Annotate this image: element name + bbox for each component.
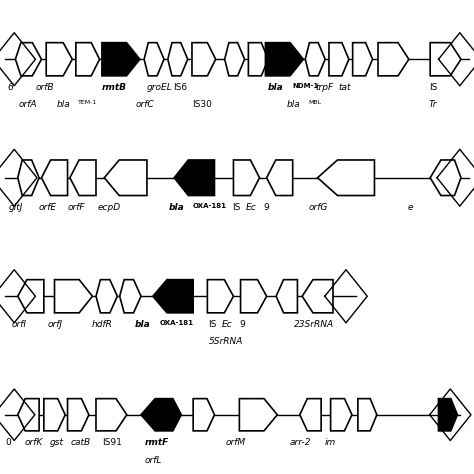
- Polygon shape: [55, 280, 92, 313]
- Text: bla: bla: [268, 83, 283, 92]
- Polygon shape: [241, 280, 266, 313]
- Text: MBL: MBL: [308, 100, 321, 106]
- Polygon shape: [378, 43, 409, 76]
- Polygon shape: [265, 43, 303, 76]
- Text: gst: gst: [50, 438, 64, 447]
- Text: 0: 0: [6, 438, 11, 447]
- Text: groEL: groEL: [147, 83, 173, 92]
- Polygon shape: [104, 160, 147, 195]
- Text: IS: IS: [429, 83, 438, 92]
- Text: im: im: [325, 438, 336, 447]
- Text: orfG: orfG: [308, 203, 328, 211]
- Text: bla: bla: [135, 320, 151, 329]
- Polygon shape: [233, 160, 259, 195]
- Text: IS91: IS91: [102, 438, 122, 447]
- Text: TEM-1: TEM-1: [78, 100, 98, 106]
- Polygon shape: [266, 160, 292, 195]
- Polygon shape: [141, 399, 181, 431]
- Text: 23SrRNA: 23SrRNA: [294, 320, 334, 329]
- Text: orfC: orfC: [135, 100, 154, 109]
- Text: NDM-1: NDM-1: [292, 83, 319, 89]
- Polygon shape: [430, 160, 461, 195]
- Polygon shape: [15, 43, 41, 76]
- Text: orfL: orfL: [145, 456, 162, 465]
- Polygon shape: [168, 43, 188, 76]
- Polygon shape: [300, 399, 321, 431]
- Text: 9: 9: [239, 320, 245, 329]
- Polygon shape: [276, 280, 298, 313]
- Text: rmtF: rmtF: [145, 438, 169, 447]
- Text: tat: tat: [339, 83, 351, 92]
- Polygon shape: [430, 43, 461, 76]
- Text: orfK: orfK: [25, 438, 43, 447]
- Text: orfB: orfB: [36, 83, 54, 92]
- Polygon shape: [144, 43, 164, 76]
- Polygon shape: [329, 43, 349, 76]
- Text: catB: catB: [70, 438, 90, 447]
- Text: OXA-181: OXA-181: [160, 320, 194, 326]
- Text: 9: 9: [263, 203, 269, 211]
- Text: Ec: Ec: [246, 203, 256, 211]
- Polygon shape: [18, 280, 44, 313]
- Text: IS: IS: [232, 203, 241, 211]
- Text: e: e: [408, 203, 413, 211]
- Text: 6: 6: [7, 83, 13, 92]
- Text: orfM: orfM: [225, 438, 245, 447]
- Text: IS6: IS6: [173, 83, 187, 92]
- Polygon shape: [438, 399, 457, 431]
- Polygon shape: [248, 43, 268, 76]
- Text: IS30: IS30: [192, 100, 212, 109]
- Text: orfE: orfE: [39, 203, 57, 211]
- Text: orfA: orfA: [19, 100, 37, 109]
- Polygon shape: [174, 160, 214, 195]
- Polygon shape: [225, 43, 245, 76]
- Text: Tr: Tr: [429, 100, 438, 109]
- Polygon shape: [239, 399, 277, 431]
- Polygon shape: [96, 280, 117, 313]
- Polygon shape: [67, 399, 89, 431]
- Text: gltJ: gltJ: [9, 203, 23, 211]
- Polygon shape: [102, 43, 140, 76]
- Text: orfF: orfF: [67, 203, 85, 211]
- Polygon shape: [331, 399, 352, 431]
- Polygon shape: [192, 43, 216, 76]
- Polygon shape: [44, 399, 65, 431]
- Polygon shape: [70, 160, 96, 195]
- Polygon shape: [193, 399, 214, 431]
- Text: arr-2: arr-2: [289, 438, 310, 447]
- Polygon shape: [302, 280, 333, 313]
- Polygon shape: [153, 280, 193, 313]
- Text: bla: bla: [287, 100, 301, 109]
- Polygon shape: [119, 280, 141, 313]
- Polygon shape: [318, 160, 374, 195]
- Text: Ec: Ec: [222, 320, 233, 329]
- Polygon shape: [96, 399, 127, 431]
- Text: hdfR: hdfR: [91, 320, 112, 329]
- Text: orfI: orfI: [12, 320, 27, 329]
- Polygon shape: [305, 43, 325, 76]
- Polygon shape: [358, 399, 377, 431]
- Text: orfJ: orfJ: [47, 320, 63, 329]
- Text: ecpD: ecpD: [97, 203, 120, 211]
- Polygon shape: [18, 160, 39, 195]
- Text: bla: bla: [168, 203, 184, 211]
- Text: 5SrRNA: 5SrRNA: [209, 337, 243, 346]
- Polygon shape: [46, 43, 72, 76]
- Text: trpF: trpF: [315, 83, 333, 92]
- Text: IS: IS: [209, 320, 217, 329]
- Polygon shape: [42, 160, 67, 195]
- Text: rmtB: rmtB: [102, 83, 127, 92]
- Text: OXA-181: OXA-181: [193, 203, 227, 209]
- Polygon shape: [76, 43, 100, 76]
- Polygon shape: [18, 399, 39, 431]
- Polygon shape: [207, 280, 233, 313]
- Text: bla: bla: [57, 100, 71, 109]
- Polygon shape: [353, 43, 373, 76]
